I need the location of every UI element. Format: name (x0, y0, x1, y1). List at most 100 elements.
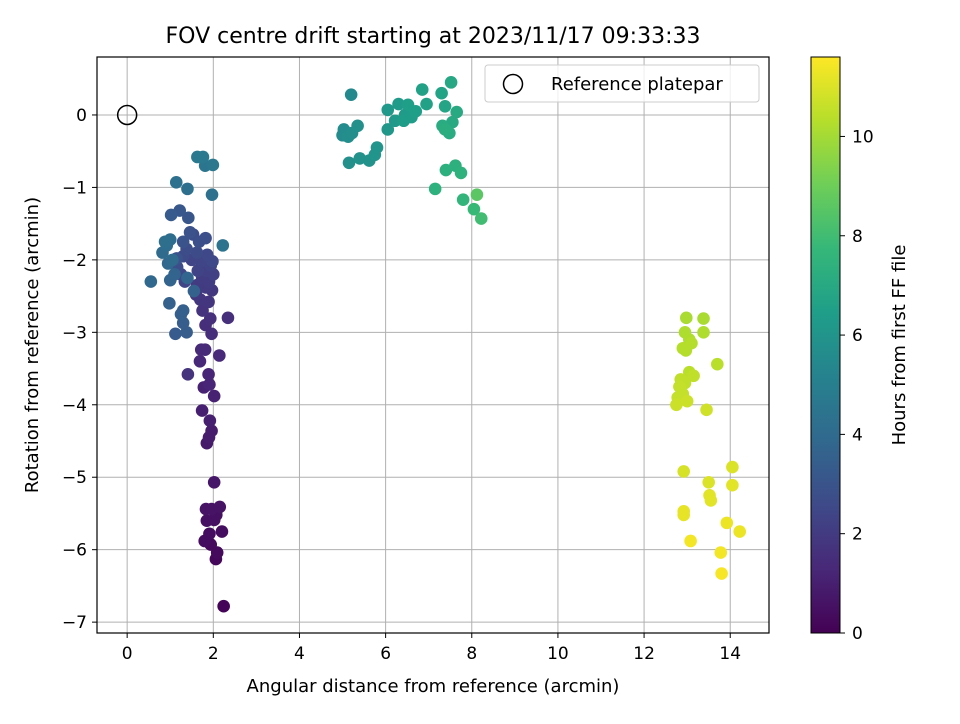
data-point (726, 460, 739, 474)
data-point (199, 231, 212, 245)
data-point (684, 534, 697, 548)
chart-title: FOV centre drift starting at 2023/11/17 … (166, 24, 701, 49)
data-point (181, 271, 194, 285)
data-point (720, 516, 734, 530)
data-point (213, 349, 226, 362)
data-point (202, 368, 215, 381)
data-point (164, 208, 178, 222)
colorbar-tick-label: 6 (852, 326, 863, 346)
data-point (702, 475, 715, 489)
y-tick-label: −7 (62, 613, 87, 633)
data-point (715, 567, 728, 580)
data-point (169, 327, 182, 341)
data-point (351, 119, 364, 133)
x-tick-label: 2 (208, 644, 219, 664)
data-point (203, 312, 217, 325)
data-point (409, 105, 423, 118)
y-tick-label: −3 (62, 323, 87, 343)
legend-entry-reference: Reference platepar (551, 74, 723, 95)
y-tick-label: 0 (76, 106, 87, 126)
data-point (677, 508, 691, 522)
data-point (221, 311, 235, 325)
data-point (679, 311, 693, 325)
data-point (342, 156, 356, 170)
legend: Reference platepar (484, 64, 760, 103)
data-point (733, 525, 747, 538)
colorbar-tick-label: 4 (852, 425, 863, 445)
data-point (168, 268, 181, 281)
data-point (213, 500, 227, 514)
legend-box (484, 64, 760, 103)
x-tick-label: 12 (633, 644, 655, 664)
data-point (158, 235, 172, 249)
data-point (687, 369, 700, 383)
data-point (435, 86, 448, 100)
data-point (144, 275, 158, 288)
data-point (392, 97, 405, 111)
data-point (205, 424, 218, 438)
colorbar-tick-label: 2 (852, 525, 863, 545)
data-point (444, 76, 458, 89)
data-point (187, 284, 201, 298)
y-axis-label: Rotation from reference (arcmin) (22, 197, 43, 493)
data-point (697, 326, 710, 339)
data-point (207, 475, 221, 489)
data-point (181, 368, 195, 381)
reference-point-marker (116, 104, 138, 126)
data-point (450, 105, 463, 119)
data-point (697, 312, 710, 325)
x-tick-label: 10 (547, 644, 569, 664)
data-point (454, 166, 468, 180)
colorbar-tick-label: 0 (852, 624, 863, 644)
colorbar-ticks: 0 2 4 6 8 10 (840, 127, 874, 644)
colorbar: 0 2 4 6 8 10 Hours from first FF file (810, 56, 910, 644)
data-point (169, 176, 183, 189)
data-point (207, 389, 221, 403)
data-point (353, 152, 367, 165)
data-point (381, 103, 395, 117)
data-point (183, 226, 197, 239)
data-point (344, 88, 358, 101)
data-point (415, 83, 429, 96)
colorbar-tick-label: 8 (852, 227, 863, 247)
data-point (420, 97, 433, 111)
x-tick-label: 14 (719, 644, 741, 664)
data-point (680, 394, 694, 408)
y-tick-label: −4 (62, 396, 87, 416)
data-point (370, 141, 384, 154)
data-point (203, 378, 216, 391)
y-tick-label: −2 (62, 251, 87, 271)
data-point (438, 123, 452, 136)
data-point (467, 202, 481, 216)
y-tick-label: −1 (62, 178, 87, 198)
data-point (203, 527, 216, 541)
x-axis-ticks: 0 2 4 6 8 10 12 14 (122, 633, 741, 664)
data-point (206, 158, 220, 172)
data-point (470, 188, 484, 201)
data-point (679, 344, 693, 357)
data-point (203, 414, 217, 428)
data-point (176, 304, 190, 317)
data-point (381, 123, 395, 136)
data-point (388, 114, 402, 128)
data-point (439, 163, 453, 177)
data-point (215, 525, 229, 538)
y-tick-label: −6 (62, 541, 87, 561)
data-point (196, 150, 210, 164)
data-point (195, 404, 209, 417)
x-tick-label: 4 (294, 644, 305, 664)
x-tick-label: 0 (122, 644, 133, 664)
data-point (670, 398, 683, 412)
data-points (144, 76, 747, 613)
colorbar-tick-label: 10 (852, 127, 874, 147)
data-point (438, 99, 452, 113)
data-point (474, 212, 488, 225)
data-point (677, 465, 691, 478)
colorbar-gradient (810, 56, 841, 634)
legend-marker-circle (502, 73, 524, 95)
data-point (205, 188, 219, 201)
data-point (181, 182, 194, 196)
data-point (217, 599, 230, 613)
